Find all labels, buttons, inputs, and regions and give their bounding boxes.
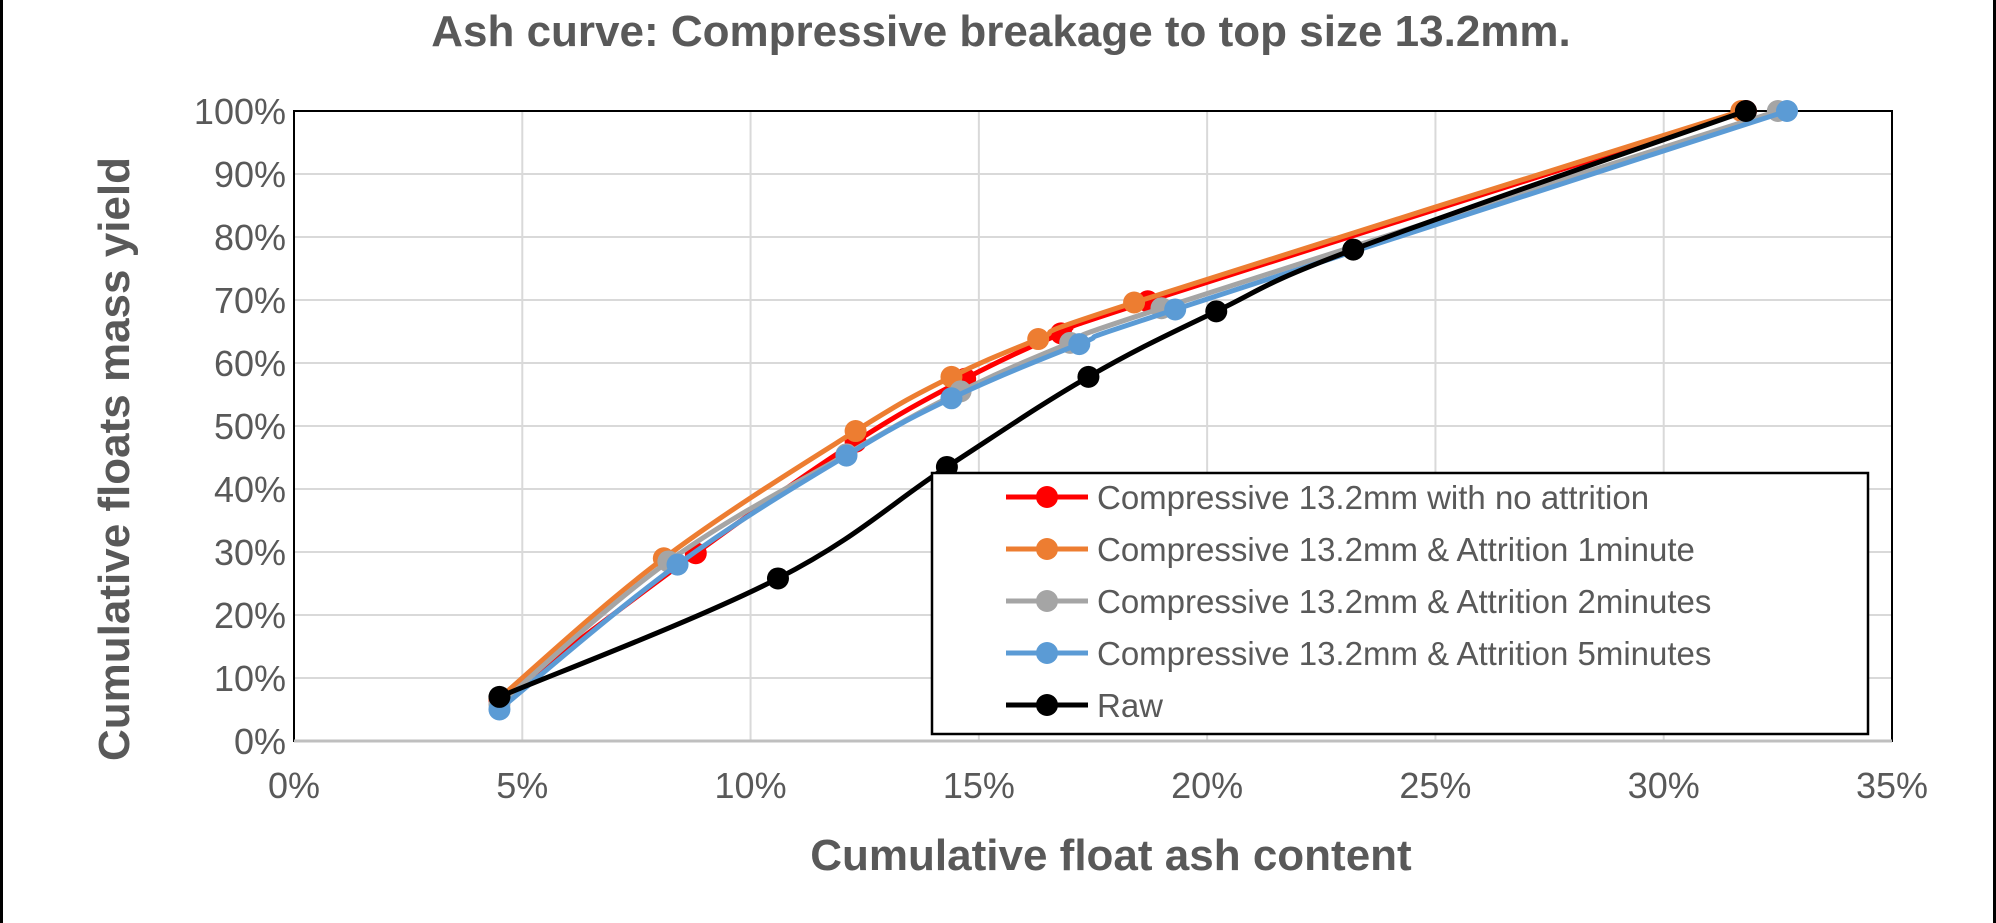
y-axis-title: Cumulative floats mass yield [90,157,139,761]
x-axis-title: Cumulative float ash content [810,831,1412,880]
y-tick-label: 20% [214,595,286,636]
x-axis-ticks: 0% 5% 10% 15% 20% 25% 30% 35% [268,765,1928,806]
legend-marker [1036,538,1058,560]
x-tick-label: 15% [943,765,1015,806]
series-4-point [488,685,511,708]
legend-marker [1036,694,1058,716]
y-tick-label: 80% [214,217,286,258]
y-tick-label: 40% [214,469,286,510]
series-3-point [1775,100,1798,122]
legend-label: Compressive 13.2mm & Attrition 1minute [1097,531,1695,568]
legend-item: Compressive 13.2mm & Attrition 2minutes [1006,583,1711,620]
series-4 [488,100,1757,708]
series-4-point [1342,238,1365,261]
y-tick-label: 90% [214,154,286,195]
series-4-point [1734,100,1757,122]
x-tick-label: 0% [268,765,320,806]
legend-marker [1036,590,1058,612]
series-4-point [1205,300,1228,323]
series-3-point [666,553,689,576]
y-tick-label: 70% [214,280,286,321]
series-3-point [835,444,858,467]
y-tick-label: 0% [234,721,286,762]
x-tick-label: 35% [1856,765,1928,806]
legend-item: Raw [1006,687,1163,724]
x-tick-label: 10% [715,765,787,806]
ash-curve-chart: Ash curve: Compressive breakage to top s… [90,7,1928,880]
x-tick-label: 20% [1171,765,1243,806]
x-tick-label: 25% [1399,765,1471,806]
legend-label: Compressive 13.2mm & Attrition 2minutes [1097,583,1711,620]
y-tick-label: 30% [214,532,286,573]
y-tick-label: 60% [214,343,286,384]
series-1-point [844,420,867,443]
series-1-point [1027,328,1050,351]
series-3-point [1164,298,1187,321]
legend-label: Compressive 13.2mm & Attrition 5minutes [1097,635,1711,672]
series-3-point [1068,333,1091,356]
y-tick-label: 50% [214,406,286,447]
y-tick-label: 100% [194,91,286,132]
legend-label: Compressive 13.2mm with no attrition [1097,479,1649,516]
legend-item: Compressive 13.2mm & Attrition 5minutes [1006,635,1711,672]
legend-label: Raw [1097,687,1163,724]
series-4-point [766,567,789,590]
y-axis-ticks: 0% 10% 20% 30% 40% 50% 60% 70% 80% 90% 100% [194,91,286,762]
legend-item: Compressive 13.2mm with no attrition [1006,479,1649,516]
legend-marker [1036,486,1058,508]
series-1-point [1123,291,1146,314]
chart-title: Ash curve: Compressive breakage to top s… [431,7,1571,56]
legend: Compressive 13.2mm with no attrition Comp… [930,471,1870,736]
x-tick-label: 30% [1628,765,1700,806]
y-tick-label: 10% [214,658,286,699]
legend-item: Compressive 13.2mm & Attrition 1minute [1006,531,1695,568]
series-4-point [1077,365,1100,388]
legend-marker [1036,642,1058,664]
series-group [488,100,1798,721]
series-3-point [940,387,963,410]
x-tick-label: 5% [496,765,548,806]
